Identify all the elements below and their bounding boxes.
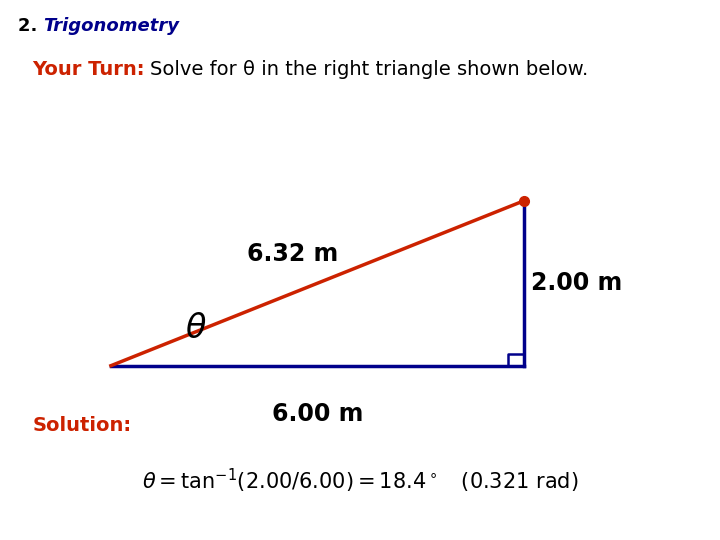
Text: 6.32 m: 6.32 m (247, 242, 338, 266)
Text: $\theta$: $\theta$ (186, 312, 207, 345)
Text: Your Turn:: Your Turn: (32, 60, 145, 79)
Text: Solve for θ in the right triangle shown below.: Solve for θ in the right triangle shown … (150, 60, 588, 79)
Text: $\theta = \tan^{-1}\!\left(2.00/6.00\right) = 18.4^\circ$   (0.321 rad): $\theta = \tan^{-1}\!\left(2.00/6.00\rig… (142, 467, 578, 495)
Text: 6.00 m: 6.00 m (271, 402, 363, 426)
Text: Solution:: Solution: (32, 416, 132, 435)
Text: Trigonometry: Trigonometry (43, 17, 179, 36)
Text: 2.: 2. (19, 17, 44, 36)
Text: 2.00 m: 2.00 m (531, 271, 623, 295)
